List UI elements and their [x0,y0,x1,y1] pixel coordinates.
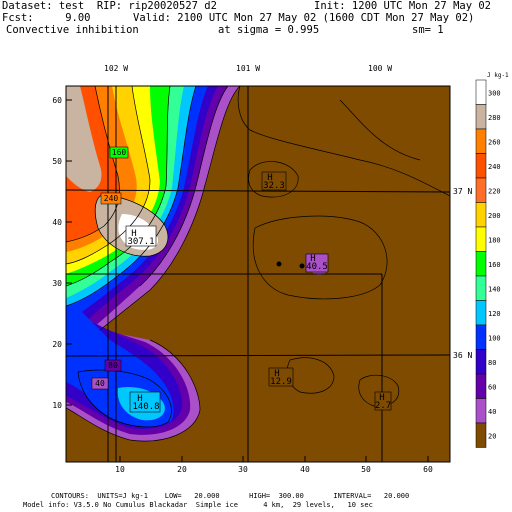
contour-label-80: 80 [108,361,118,370]
legend-units: J kg-1 [487,72,509,79]
fcst-line: Fcst: 9.00 [2,12,91,24]
x-tick-20: 20 [177,465,187,474]
legend-label: 140 [488,285,501,293]
x-tick-30: 30 [238,465,248,474]
y-tick-30: 30 [52,279,62,288]
high-140: H 140.8 [129,391,161,413]
legend-swatch [475,300,487,326]
y-axis: 10 20 30 40 50 60 [52,96,72,410]
contour-lines [66,86,450,442]
high-32-symbol: H [267,173,272,183]
lat-label-36n: 36 N [453,351,472,360]
legend-label: 280 [488,114,501,122]
legend-swatch [475,398,487,424]
legend-label: 120 [488,310,501,318]
contour-value-labels: 160 240 80 40 [91,146,129,390]
y-tick-60: 60 [52,96,62,105]
smoothing-value: sm= 1 [412,24,444,36]
high-12-value: 12.9 [270,377,292,387]
lon-label-100w: 100 W [368,64,392,73]
legend-swatch [475,153,487,179]
legend-label: 260 [488,138,501,146]
high-2-value: 2.7 [375,401,391,411]
x-tick-10: 10 [115,465,125,474]
high-labels: H 307.1 H 140.8 H 40.5 H 32.3 H 12.9 H 2… [125,171,392,413]
contour-label-40: 40 [95,379,105,388]
contours-info: CONTOURS: UNITS=J kg-1 LOW= 20.000 HIGH=… [51,492,410,500]
legend-swatch [475,349,487,375]
y-tick-50: 50 [52,157,62,166]
high-140-value: 140.8 [132,402,159,412]
high-2: H 2.7 [374,391,392,411]
legend-swatch [475,226,487,252]
cin-shading [66,86,327,442]
field-name: Convective inhibition [6,24,139,36]
high-307-symbol: H [131,229,136,239]
legend-label: 240 [488,163,501,171]
legend-swatch [475,202,487,228]
high-307-value: 307.1 [127,237,154,247]
legend-label: 100 [488,334,501,342]
legend-label: 20 [488,432,496,440]
high-32: H 32.3 [261,171,287,191]
x-tick-40: 40 [300,465,310,474]
legend-swatch [475,324,487,350]
high-140-symbol: H [137,394,142,404]
dataset-line: Dataset: test RIP: rip20020527 d2 [2,0,217,12]
valid-line: Valid: 2100 UTC Mon 27 May 02 (1600 CDT … [133,12,475,24]
legend-label: 60 [488,383,496,391]
lon-label-101w: 101 W [236,64,260,73]
model-info: Model info: V3.5.0 No Cumulus Blackadar … [23,501,373,509]
x-tick-60: 60 [423,465,433,474]
state-border-ok-tx-north [66,189,450,193]
legend-swatch [475,422,487,448]
high-32-value: 32.3 [263,181,285,191]
init-line: Init: 1200 UTC Mon 27 May 02 [314,0,492,12]
legend-label: 200 [488,212,501,220]
legend-swatch [475,251,487,277]
lat-label-37n: 37 N [453,187,472,196]
legend-swatch [475,79,487,105]
high-307: H 307.1 [125,225,157,247]
legend-swatch [475,373,487,399]
city-marker [276,261,282,267]
legend-label: 40 [488,408,496,416]
lon-label-102w: 102 W [104,64,128,73]
legend-label: 300 [488,89,501,97]
contour-label-160: 160 [112,148,127,157]
legend-swatch [475,177,487,203]
city-marker [299,263,305,269]
high-12: H 12.9 [268,367,294,387]
high-12-symbol: H [274,369,279,379]
cin-high-tan-2 [66,86,102,192]
y-tick-20: 20 [52,340,62,349]
high-40-symbol: H [310,254,315,264]
lat-line-36n [66,354,450,357]
legend-swatch [475,104,487,130]
legend-label: 160 [488,261,501,269]
x-tick-50: 50 [361,465,371,474]
legend-label: 220 [488,187,501,195]
contour-label-240: 240 [104,194,119,203]
high-2-symbol: H [379,393,384,403]
high-40: H 40.5 [305,253,329,273]
color-legend: J kg-1 300 280 260 240 220 200 180 160 140 120 100… [475,72,509,448]
x-axis: 10 20 30 40 50 60 [115,456,433,474]
legend-label: 180 [488,236,501,244]
geo-labels: 102 W 101 W 100 W 37 N 36 N [104,64,472,360]
legend-label: 80 [488,359,496,367]
legend-swatch [475,128,487,154]
y-tick-40: 40 [52,218,62,227]
y-tick-10: 10 [52,401,62,410]
legend-boxes: 300 280 260 240 220 200 180 160 140 120 100 80 60 40 2… [475,79,501,448]
sigma-level: at sigma = 0.995 [218,24,320,36]
legend-swatch [475,275,487,301]
high-40-value: 40.5 [306,262,328,272]
plot-frame [65,85,451,463]
